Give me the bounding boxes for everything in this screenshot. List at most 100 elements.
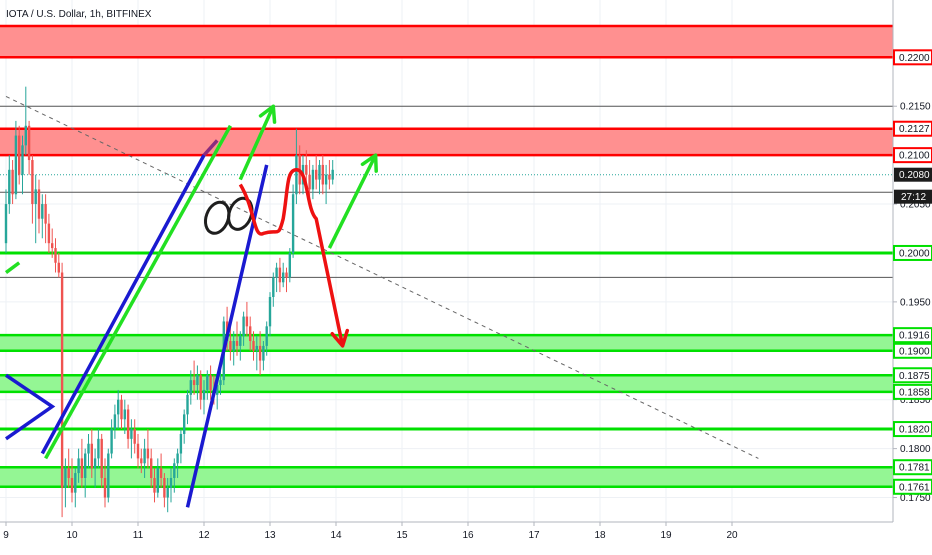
candle-body: [239, 336, 242, 346]
price-label-text: 0.2000: [899, 248, 930, 259]
candle-body: [318, 164, 321, 180]
candle-body: [60, 272, 64, 488]
price-label-box: [893, 327, 932, 344]
price-label-text: 0.2100: [899, 151, 930, 162]
candle-body: [176, 453, 179, 464]
candle-body: [242, 316, 245, 337]
candle-body: [146, 448, 150, 459]
x-tick-label: 14: [330, 530, 342, 541]
candle-body: [202, 389, 206, 400]
candle-body: [169, 477, 173, 488]
candle-body: [8, 169, 11, 205]
candle-body: [189, 380, 192, 395]
candle-body: [51, 243, 54, 249]
candle-body: [34, 189, 37, 205]
x-tick-label: 17: [528, 530, 540, 541]
candle-body: [285, 272, 288, 278]
candle-body: [229, 341, 232, 351]
candle-body: [265, 326, 268, 346]
candle-body: [192, 380, 196, 386]
candle-body: [159, 468, 163, 478]
price-label-box: [893, 459, 932, 476]
candle-body: [90, 443, 93, 469]
candle-body: [41, 204, 44, 219]
resistance-zone: [0, 26, 893, 58]
candle-body: [153, 477, 156, 493]
y-tick-label: 0.1800: [900, 444, 931, 455]
candle-body: [209, 375, 212, 390]
candle-body: [47, 223, 51, 244]
candle-body: [143, 448, 146, 464]
candle-body: [117, 399, 120, 415]
candle-body: [328, 174, 331, 180]
candle-body: [44, 204, 47, 224]
candle-body: [77, 458, 80, 474]
candle-body: [278, 267, 282, 283]
price-label-text: 0.1875: [899, 371, 930, 382]
candle-body: [93, 458, 97, 469]
price-label-text: 0.1858: [899, 387, 930, 398]
y-tick-label: 0.1750: [900, 493, 931, 504]
price-label-box: [893, 478, 932, 495]
candle-body: [179, 433, 183, 454]
candle-body: [199, 375, 202, 400]
candle-body: [255, 345, 258, 351]
price-label-text: 0.2080: [899, 170, 930, 181]
candle-body: [24, 125, 27, 146]
candle-body: [14, 135, 18, 195]
price-label-text: 0.2200: [899, 53, 930, 64]
candle-body: [216, 385, 219, 395]
candle-body: [324, 174, 328, 185]
candle-body: [126, 409, 130, 439]
price-label-box: [893, 120, 932, 137]
candle-body: [54, 248, 57, 263]
candle-body: [235, 341, 239, 346]
green-channel-top-line: [44, 124, 232, 460]
candle-body: [291, 194, 295, 253]
candle-body: [110, 429, 113, 454]
countdown-text: 27:12: [901, 192, 926, 203]
candle-body: [249, 326, 252, 342]
candle-body: [258, 345, 262, 361]
candle-body: [268, 296, 272, 327]
countdown-box: [894, 189, 932, 204]
candle-body: [64, 468, 67, 488]
price-label-box: [893, 147, 932, 164]
x-tick-label: 13: [264, 530, 276, 541]
candle-body: [156, 468, 159, 493]
price-label-text: 0.1916: [899, 331, 930, 342]
x-tick-label: 19: [660, 530, 672, 541]
red-projection-path: [238, 168, 345, 347]
support-zone: [0, 335, 893, 351]
candle-body: [232, 341, 235, 351]
price-label-text: 0.2127: [899, 124, 930, 135]
candle-body: [57, 262, 60, 273]
candle-body: [97, 438, 100, 459]
candle-body: [275, 267, 278, 278]
candle-body: [252, 341, 255, 351]
candle-body: [67, 468, 70, 478]
price-label-text: 0.1781: [899, 463, 930, 474]
candle-body: [140, 458, 143, 464]
candle-body: [31, 160, 34, 205]
x-tick-label: 15: [396, 530, 408, 541]
candle-body: [84, 453, 87, 478]
candle-body: [295, 155, 298, 195]
x-tick-label: 18: [594, 530, 606, 541]
candle-body: [219, 380, 222, 386]
candle-body: [150, 458, 153, 478]
candle-body: [308, 174, 311, 190]
green-arrow-shaft: [238, 105, 275, 181]
price-label-box: [893, 49, 932, 66]
green-short-line: [4, 261, 21, 274]
candle-body: [123, 409, 126, 420]
candle-body: [18, 135, 21, 175]
candle-body: [305, 164, 308, 175]
candle-body: [130, 429, 133, 439]
candle-body: [245, 316, 249, 327]
candle-body: [321, 164, 324, 185]
price-label-box: [893, 367, 932, 384]
candle-body: [183, 414, 186, 434]
